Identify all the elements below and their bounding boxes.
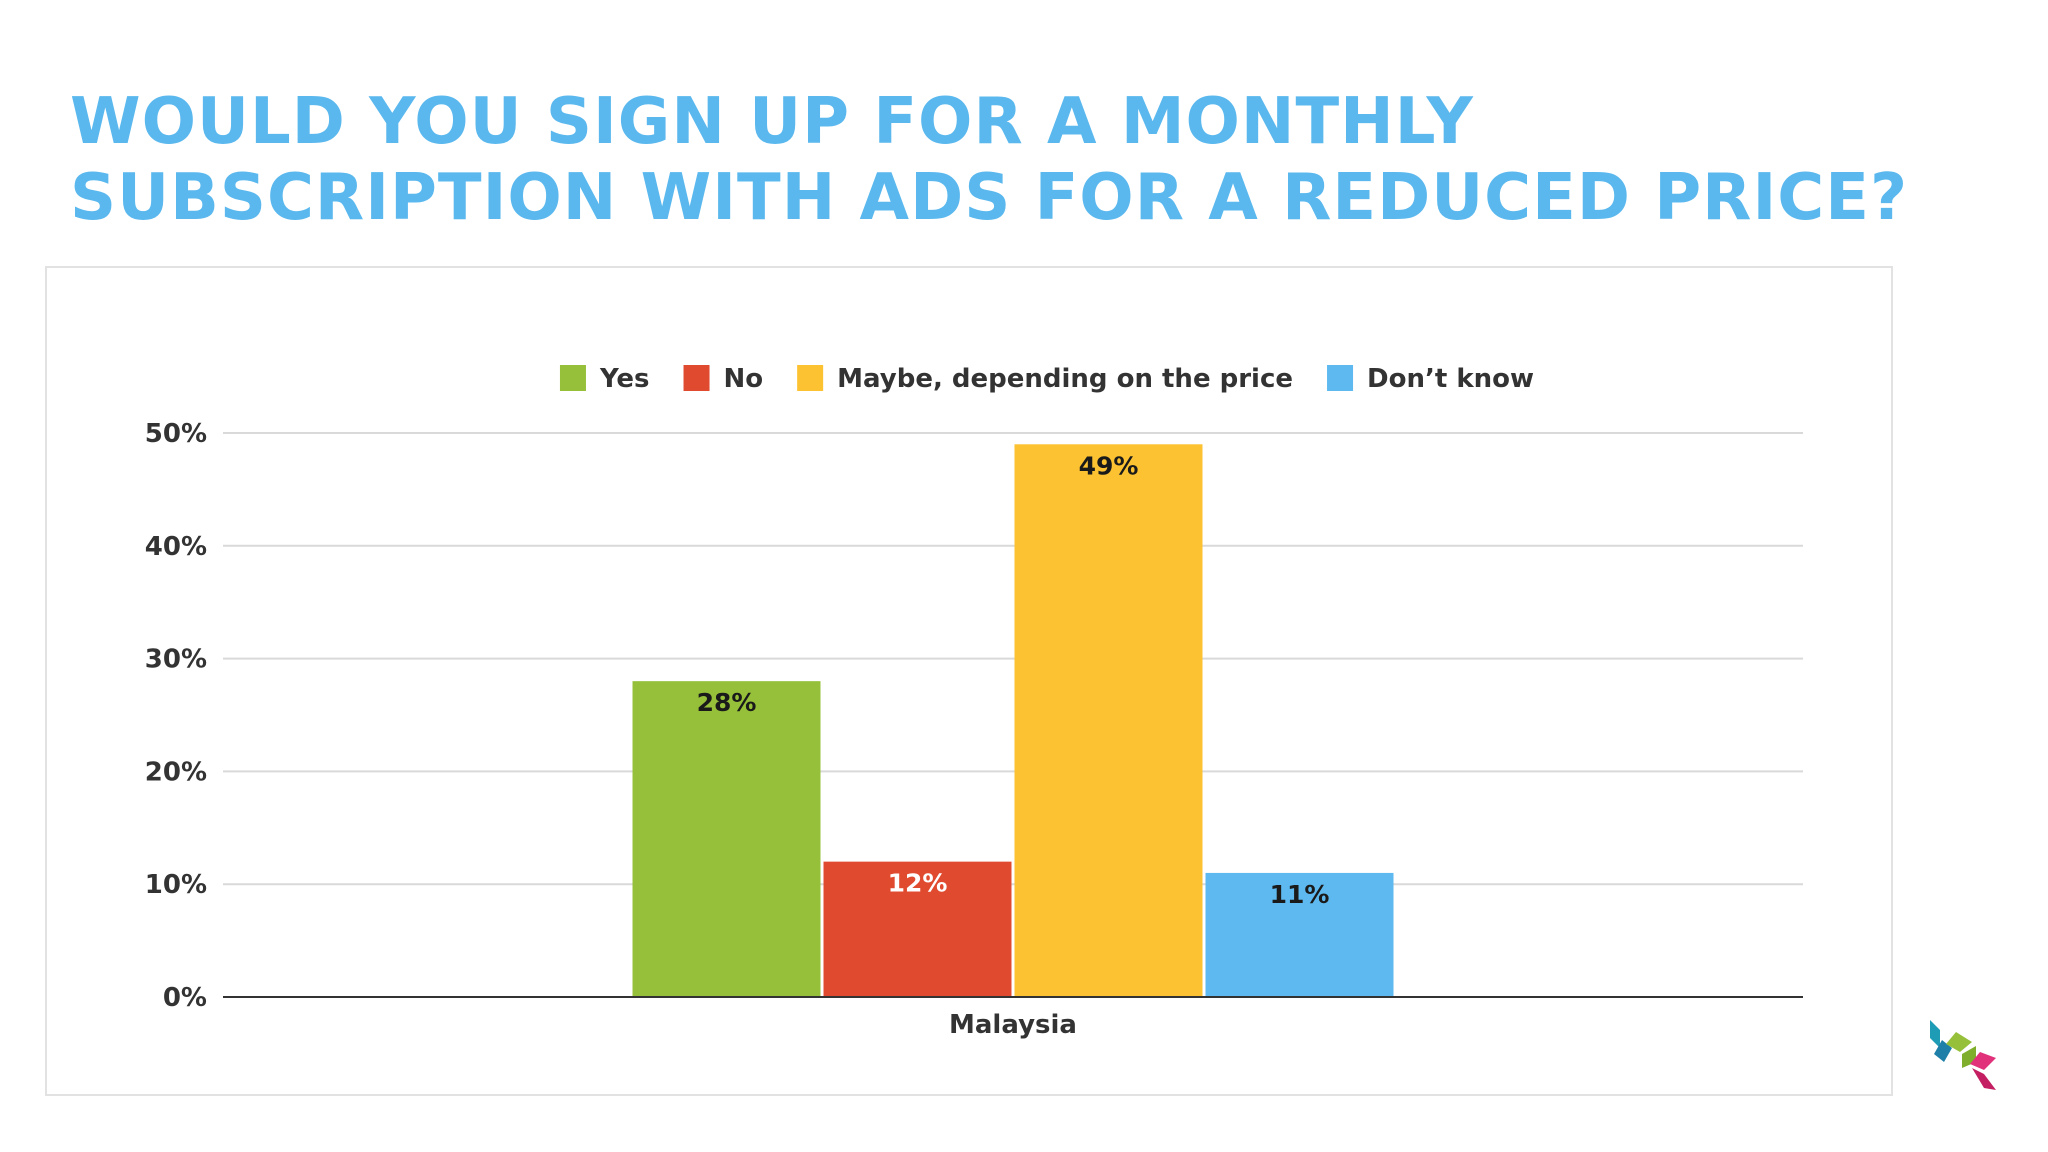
brand-logo-icon (1930, 1020, 1996, 1090)
y-tick-label: 0% (163, 983, 207, 1013)
legend-label: Maybe, depending on the price (837, 364, 1293, 394)
legend-swatch (683, 365, 710, 391)
bar-chart: Yes No Maybe, depending on the price Don’t … (145, 364, 1803, 1040)
bar-data-label: 49% (1079, 451, 1139, 480)
legend-label: Yes (599, 364, 650, 394)
y-tick-label: 40% (145, 532, 207, 562)
x-category-label: Malaysia (949, 1010, 1077, 1040)
logo-teal-shape-2 (1934, 1040, 1952, 1062)
bar-2 (1014, 444, 1203, 997)
chart-container: Yes No Maybe, depending on the price Don’t … (45, 266, 1893, 1096)
bar-0 (632, 681, 821, 997)
logo-pink-shape (1970, 1052, 1996, 1070)
logo-green-shape (1946, 1032, 1972, 1052)
y-axis: 0% 10% 20% 30% 40% 50% (145, 419, 207, 1013)
legend-item-1: No (683, 364, 764, 394)
y-tick-label: 50% (145, 419, 207, 449)
legend-label: No (724, 364, 764, 394)
legend-item-0: Yes (559, 364, 650, 394)
legend-swatch (1327, 365, 1354, 391)
chart-bars: 28% 12% 49% 11% (632, 444, 1394, 997)
bar-1 (823, 861, 1012, 997)
page-title: WOULD YOU SIGN UP FOR A MONTHLY SUBSCRIP… (70, 84, 1970, 236)
chart-gridlines (223, 432, 1803, 886)
bar-3 (1205, 872, 1394, 997)
x-axis: Malaysia (223, 996, 1803, 1040)
legend-swatch (797, 365, 824, 391)
logo-teal-shape (1930, 1020, 1940, 1048)
logo-pink-shape-2 (1972, 1068, 1996, 1090)
bar-data-label: 11% (1270, 880, 1330, 909)
bar-data-label: 12% (888, 869, 948, 898)
page-title-line-1: WOULD YOU SIGN UP FOR A MONTHLY (70, 85, 1474, 159)
page-title-line-2: SUBSCRIPTION WITH ADS FOR A REDUCED PRIC… (70, 161, 1909, 235)
chart-legend: Yes No Maybe, depending on the price Don’t … (559, 364, 1534, 394)
y-tick-label: 20% (145, 757, 207, 787)
legend-label: Don’t know (1367, 364, 1534, 394)
legend-item-2: Maybe, depending on the price (797, 364, 1293, 394)
y-tick-label: 10% (145, 870, 207, 900)
bar-data-label: 28% (697, 688, 757, 717)
y-tick-label: 30% (145, 645, 207, 675)
legend-item-3: Don’t know (1327, 364, 1534, 394)
legend-swatch (559, 365, 586, 391)
